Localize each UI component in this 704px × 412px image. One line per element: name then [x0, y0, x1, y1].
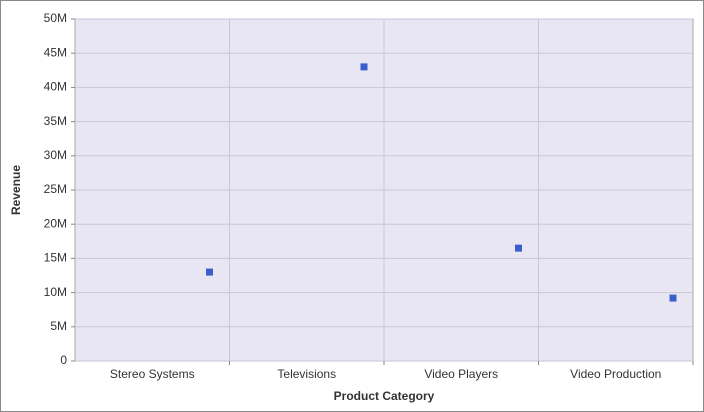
y-tick-label: 10M [44, 285, 67, 299]
point [515, 244, 522, 252]
x-tick-label: Stereo Systems [110, 367, 195, 381]
point [669, 294, 677, 302]
y-tick-label: 5M [50, 319, 67, 333]
y-tick-label: 50M [44, 11, 67, 25]
y-axis-title: Revenue [9, 165, 23, 215]
point [360, 63, 368, 71]
x-tick-label: Video Players [424, 367, 498, 381]
point [206, 268, 213, 276]
y-tick-label: 25M [44, 182, 67, 196]
y-tick-label: 0 [60, 353, 67, 367]
y-tick-label: 40M [44, 80, 67, 94]
x-tick-label: Televisions [277, 367, 336, 381]
y-tick-label: 30M [44, 148, 67, 162]
y-tick-label: 35M [44, 114, 67, 128]
y-tick-label: 45M [44, 45, 67, 59]
x-tick-label: Video Production [570, 367, 661, 381]
x-axis-title: Product Category [334, 389, 435, 403]
y-tick-label: 15M [44, 251, 67, 265]
y-tick-label: 20M [44, 216, 67, 230]
